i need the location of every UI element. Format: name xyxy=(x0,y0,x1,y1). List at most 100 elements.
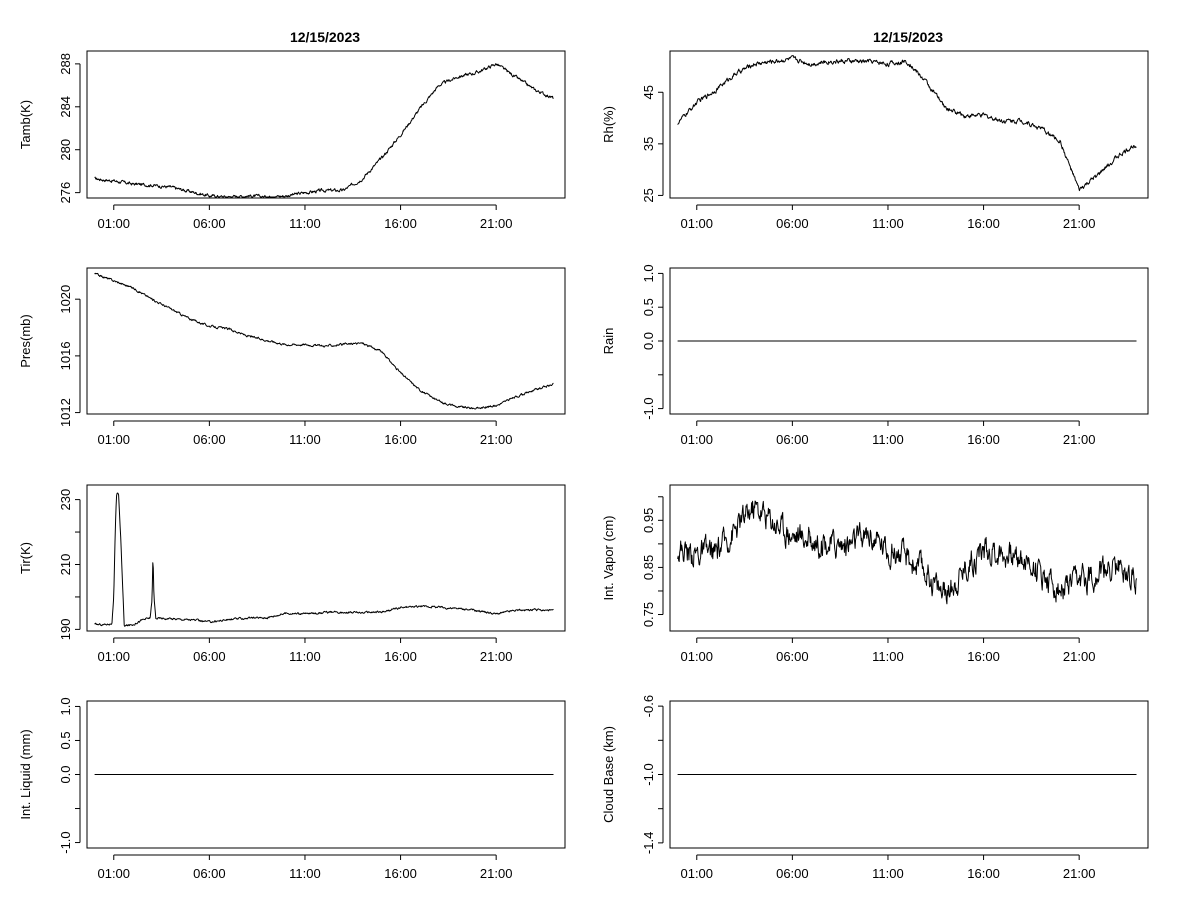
x-tick-label: 16:00 xyxy=(967,649,1000,664)
x-tick-label: 11:00 xyxy=(872,649,904,664)
panels: 01:00 06:00 11:00 16:00 21:00 276 280 284 288 Tam… xyxy=(18,50,1149,881)
y-axis: -1.0 0.0 0.5 1.0 xyxy=(641,264,664,420)
x-tick-label: 21:00 xyxy=(1063,216,1096,231)
x-tick-label: 01:00 xyxy=(680,866,713,881)
plot-box xyxy=(86,484,566,632)
x-tick-label: 16:00 xyxy=(967,216,1000,231)
y-axis-label: Tamb(K) xyxy=(18,100,33,149)
panel-liquid: 01:00 06:00 11:00 16:00 21:00 -1.0 0.0 0.5 1.0 In… xyxy=(18,697,566,881)
y-axis: 0.75 0.85 0.95 xyxy=(641,496,664,627)
y-axis-label: Int. Vapor (cm) xyxy=(601,515,616,600)
y-tick-label: 0.0 xyxy=(58,765,73,783)
x-tick-label: 06:00 xyxy=(776,649,809,664)
y-axis: 1012 1016 1020 xyxy=(58,285,81,427)
panel-tamb: 01:00 06:00 11:00 16:00 21:00 276 280 284 288 Tam… xyxy=(18,50,566,231)
y-tick-label: 210 xyxy=(58,554,73,576)
y-tick-label: 0.95 xyxy=(641,508,656,533)
y-axis-label: Tir(K) xyxy=(18,542,33,574)
panel-vapor: 01:00 06:00 11:00 16:00 21:00 0.75 0.85 0.95 Int… xyxy=(601,484,1149,664)
x-tick-label: 01:00 xyxy=(97,432,130,447)
series-line-tir xyxy=(94,492,554,627)
series-line-pres xyxy=(94,272,554,410)
panel-rain: 01:00 06:00 11:00 16:00 21:00 -1.0 0.0 0.5 1.0 Ra… xyxy=(601,264,1149,447)
y-tick-label: 1020 xyxy=(58,285,73,314)
y-tick-label: 190 xyxy=(58,619,73,641)
x-tick-label: 16:00 xyxy=(384,649,417,664)
x-tick-label: 06:00 xyxy=(776,432,809,447)
x-axis: 01:00 06:00 11:00 16:00 21:00 xyxy=(680,637,1095,664)
x-tick-label: 16:00 xyxy=(384,216,417,231)
y-tick-label: -1.0 xyxy=(641,397,656,419)
y-tick-label: 230 xyxy=(58,489,73,511)
y-axis-label: Int. Liquid (mm) xyxy=(18,729,33,819)
left-column-title: 12/15/2023 xyxy=(290,29,360,45)
x-tick-label: 16:00 xyxy=(384,432,417,447)
y-tick-label: -1.0 xyxy=(641,763,656,785)
x-tick-label: 11:00 xyxy=(289,866,321,881)
series-line-tamb xyxy=(94,63,554,198)
x-tick-label: 11:00 xyxy=(872,432,904,447)
y-tick-label: -1.0 xyxy=(58,831,73,853)
x-tick-label: 21:00 xyxy=(480,649,513,664)
y-axis: 276 280 284 288 xyxy=(58,53,81,203)
x-axis: 01:00 06:00 11:00 16:00 21:00 xyxy=(680,420,1095,447)
y-tick-label: 0.5 xyxy=(58,731,73,749)
x-tick-label: 06:00 xyxy=(193,432,226,447)
y-axis: -1.0 0.0 0.5 1.0 xyxy=(58,697,81,854)
x-tick-label: 16:00 xyxy=(967,432,1000,447)
x-tick-label: 16:00 xyxy=(384,866,417,881)
plot-box xyxy=(669,484,1149,632)
x-axis: 01:00 06:00 11:00 16:00 21:00 xyxy=(97,420,513,447)
y-tick-label: 1.0 xyxy=(641,264,656,282)
x-tick-label: 21:00 xyxy=(1063,866,1096,881)
x-tick-label: 01:00 xyxy=(97,649,130,664)
x-axis: 01:00 06:00 11:00 16:00 21:00 xyxy=(97,854,513,881)
plot-box xyxy=(669,50,1149,199)
panel-pres: 01:00 06:00 11:00 16:00 21:00 1012 1016 1020 Pre… xyxy=(18,267,566,447)
series-line-rh xyxy=(677,55,1137,192)
x-tick-label: 01:00 xyxy=(680,649,713,664)
x-tick-label: 06:00 xyxy=(776,866,809,881)
x-tick-label: 11:00 xyxy=(289,649,321,664)
panel-cloud: 01:00 06:00 11:00 16:00 21:00 -1.4 -1.0 -0.6 Clo… xyxy=(601,695,1149,881)
y-tick-label: 284 xyxy=(58,96,73,118)
plot-box xyxy=(669,700,1149,849)
x-axis: 01:00 06:00 11:00 16:00 21:00 xyxy=(680,204,1096,231)
plot-box xyxy=(669,267,1149,415)
x-tick-label: 11:00 xyxy=(872,216,904,231)
y-tick-label: -1.4 xyxy=(641,832,656,854)
y-tick-label: 280 xyxy=(58,139,73,161)
y-tick-label: 0.0 xyxy=(641,332,656,350)
y-tick-label: 0.5 xyxy=(641,298,656,316)
y-tick-label: -0.6 xyxy=(641,695,656,717)
y-tick-label: 0.75 xyxy=(641,602,656,627)
panel-rh: 01:00 06:00 11:00 16:00 21:00 25 35 45 Rh(%) xyxy=(601,50,1149,231)
right-column-title: 12/15/2023 xyxy=(873,29,943,45)
x-axis: 01:00 06:00 11:00 16:00 21:00 xyxy=(680,854,1096,881)
x-tick-label: 01:00 xyxy=(97,216,130,231)
x-tick-label: 01:00 xyxy=(680,432,713,447)
x-tick-label: 06:00 xyxy=(193,649,226,664)
x-tick-label: 11:00 xyxy=(289,216,321,231)
x-tick-label: 06:00 xyxy=(776,216,809,231)
y-tick-label: 0.85 xyxy=(641,555,656,580)
y-axis-label: Cloud Base (km) xyxy=(601,726,616,823)
x-tick-label: 11:00 xyxy=(289,432,321,447)
y-tick-label: 288 xyxy=(58,53,73,75)
y-axis: 190 210 230 xyxy=(58,489,81,641)
plot-box xyxy=(86,700,566,849)
x-axis: 01:00 06:00 11:00 16:00 21:00 xyxy=(97,637,513,664)
x-tick-label: 16:00 xyxy=(967,866,1000,881)
x-tick-label: 21:00 xyxy=(480,216,513,231)
x-tick-label: 21:00 xyxy=(480,432,513,447)
series-line-vapor xyxy=(677,500,1137,605)
x-axis: 01:00 06:00 11:00 16:00 21:00 xyxy=(97,204,513,231)
x-tick-label: 06:00 xyxy=(193,866,226,881)
x-tick-label: 21:00 xyxy=(480,866,513,881)
y-tick-label: 1016 xyxy=(58,341,73,370)
y-tick-label: 25 xyxy=(641,188,656,202)
plot-box xyxy=(86,50,566,199)
y-tick-label: 45 xyxy=(641,85,656,99)
plot-box xyxy=(86,267,566,415)
